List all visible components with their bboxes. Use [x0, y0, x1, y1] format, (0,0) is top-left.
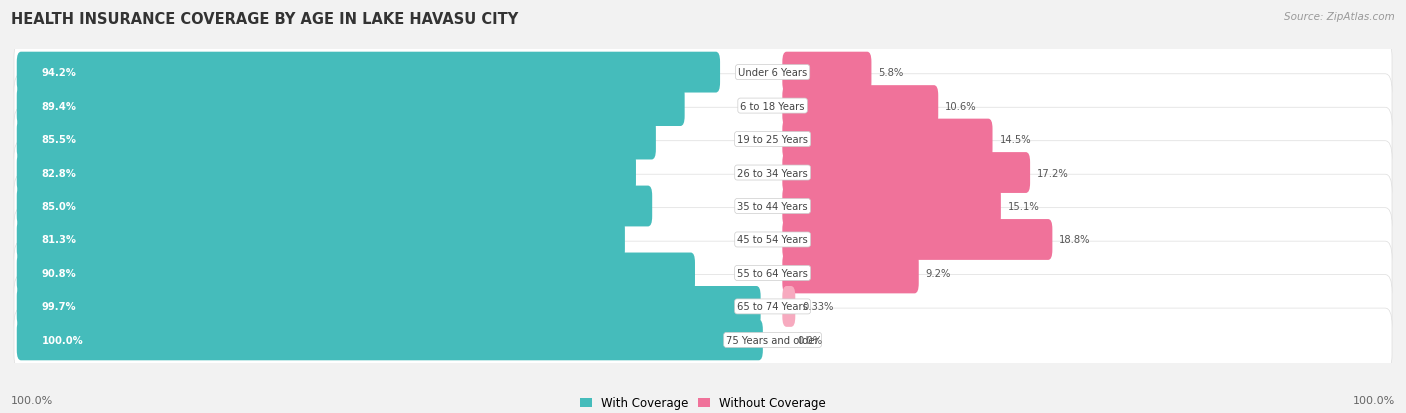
Text: 0.33%: 0.33% — [803, 301, 834, 312]
Text: 5.8%: 5.8% — [879, 68, 904, 78]
Text: 65 to 74 Years: 65 to 74 Years — [737, 301, 808, 312]
Text: 26 to 34 Years: 26 to 34 Years — [737, 168, 808, 178]
Text: 89.4%: 89.4% — [42, 101, 77, 112]
Text: 85.0%: 85.0% — [42, 202, 77, 211]
Text: 100.0%: 100.0% — [42, 335, 83, 345]
Text: 9.2%: 9.2% — [925, 268, 950, 278]
FancyBboxPatch shape — [14, 75, 1392, 138]
Text: 6 to 18 Years: 6 to 18 Years — [741, 101, 804, 112]
Text: Source: ZipAtlas.com: Source: ZipAtlas.com — [1284, 12, 1395, 22]
FancyBboxPatch shape — [17, 153, 636, 193]
FancyBboxPatch shape — [17, 186, 652, 227]
FancyBboxPatch shape — [14, 242, 1392, 305]
Text: 81.3%: 81.3% — [42, 235, 77, 245]
Text: 14.5%: 14.5% — [1000, 135, 1031, 145]
Text: 85.5%: 85.5% — [42, 135, 77, 145]
FancyBboxPatch shape — [17, 119, 655, 160]
FancyBboxPatch shape — [17, 86, 685, 127]
Text: 19 to 25 Years: 19 to 25 Years — [737, 135, 808, 145]
FancyBboxPatch shape — [14, 108, 1392, 171]
Text: 35 to 44 Years: 35 to 44 Years — [737, 202, 808, 211]
Text: 75 Years and older: 75 Years and older — [727, 335, 818, 345]
FancyBboxPatch shape — [14, 41, 1392, 104]
FancyBboxPatch shape — [17, 220, 624, 260]
Text: 18.8%: 18.8% — [1059, 235, 1091, 245]
FancyBboxPatch shape — [782, 153, 1031, 193]
FancyBboxPatch shape — [782, 186, 1001, 227]
FancyBboxPatch shape — [14, 309, 1392, 372]
FancyBboxPatch shape — [782, 86, 938, 127]
FancyBboxPatch shape — [782, 119, 993, 160]
FancyBboxPatch shape — [782, 253, 918, 294]
FancyBboxPatch shape — [782, 220, 1052, 260]
FancyBboxPatch shape — [14, 208, 1392, 272]
Text: 90.8%: 90.8% — [42, 268, 76, 278]
Text: 82.8%: 82.8% — [42, 168, 77, 178]
Text: 17.2%: 17.2% — [1038, 168, 1069, 178]
FancyBboxPatch shape — [17, 52, 720, 93]
Text: 45 to 54 Years: 45 to 54 Years — [737, 235, 808, 245]
FancyBboxPatch shape — [14, 141, 1392, 205]
Text: HEALTH INSURANCE COVERAGE BY AGE IN LAKE HAVASU CITY: HEALTH INSURANCE COVERAGE BY AGE IN LAKE… — [11, 12, 519, 27]
Text: Under 6 Years: Under 6 Years — [738, 68, 807, 78]
FancyBboxPatch shape — [14, 175, 1392, 238]
Text: 94.2%: 94.2% — [42, 68, 77, 78]
Legend: With Coverage, Without Coverage: With Coverage, Without Coverage — [575, 392, 831, 413]
Text: 100.0%: 100.0% — [11, 395, 53, 405]
FancyBboxPatch shape — [14, 275, 1392, 338]
Text: 55 to 64 Years: 55 to 64 Years — [737, 268, 808, 278]
Text: 99.7%: 99.7% — [42, 301, 76, 312]
FancyBboxPatch shape — [782, 52, 872, 93]
FancyBboxPatch shape — [17, 286, 761, 327]
Text: 0.0%: 0.0% — [797, 335, 823, 345]
Text: 15.1%: 15.1% — [1008, 202, 1039, 211]
FancyBboxPatch shape — [17, 320, 763, 361]
Text: 10.6%: 10.6% — [945, 101, 977, 112]
FancyBboxPatch shape — [17, 253, 695, 294]
FancyBboxPatch shape — [782, 286, 796, 327]
Text: 100.0%: 100.0% — [1353, 395, 1395, 405]
